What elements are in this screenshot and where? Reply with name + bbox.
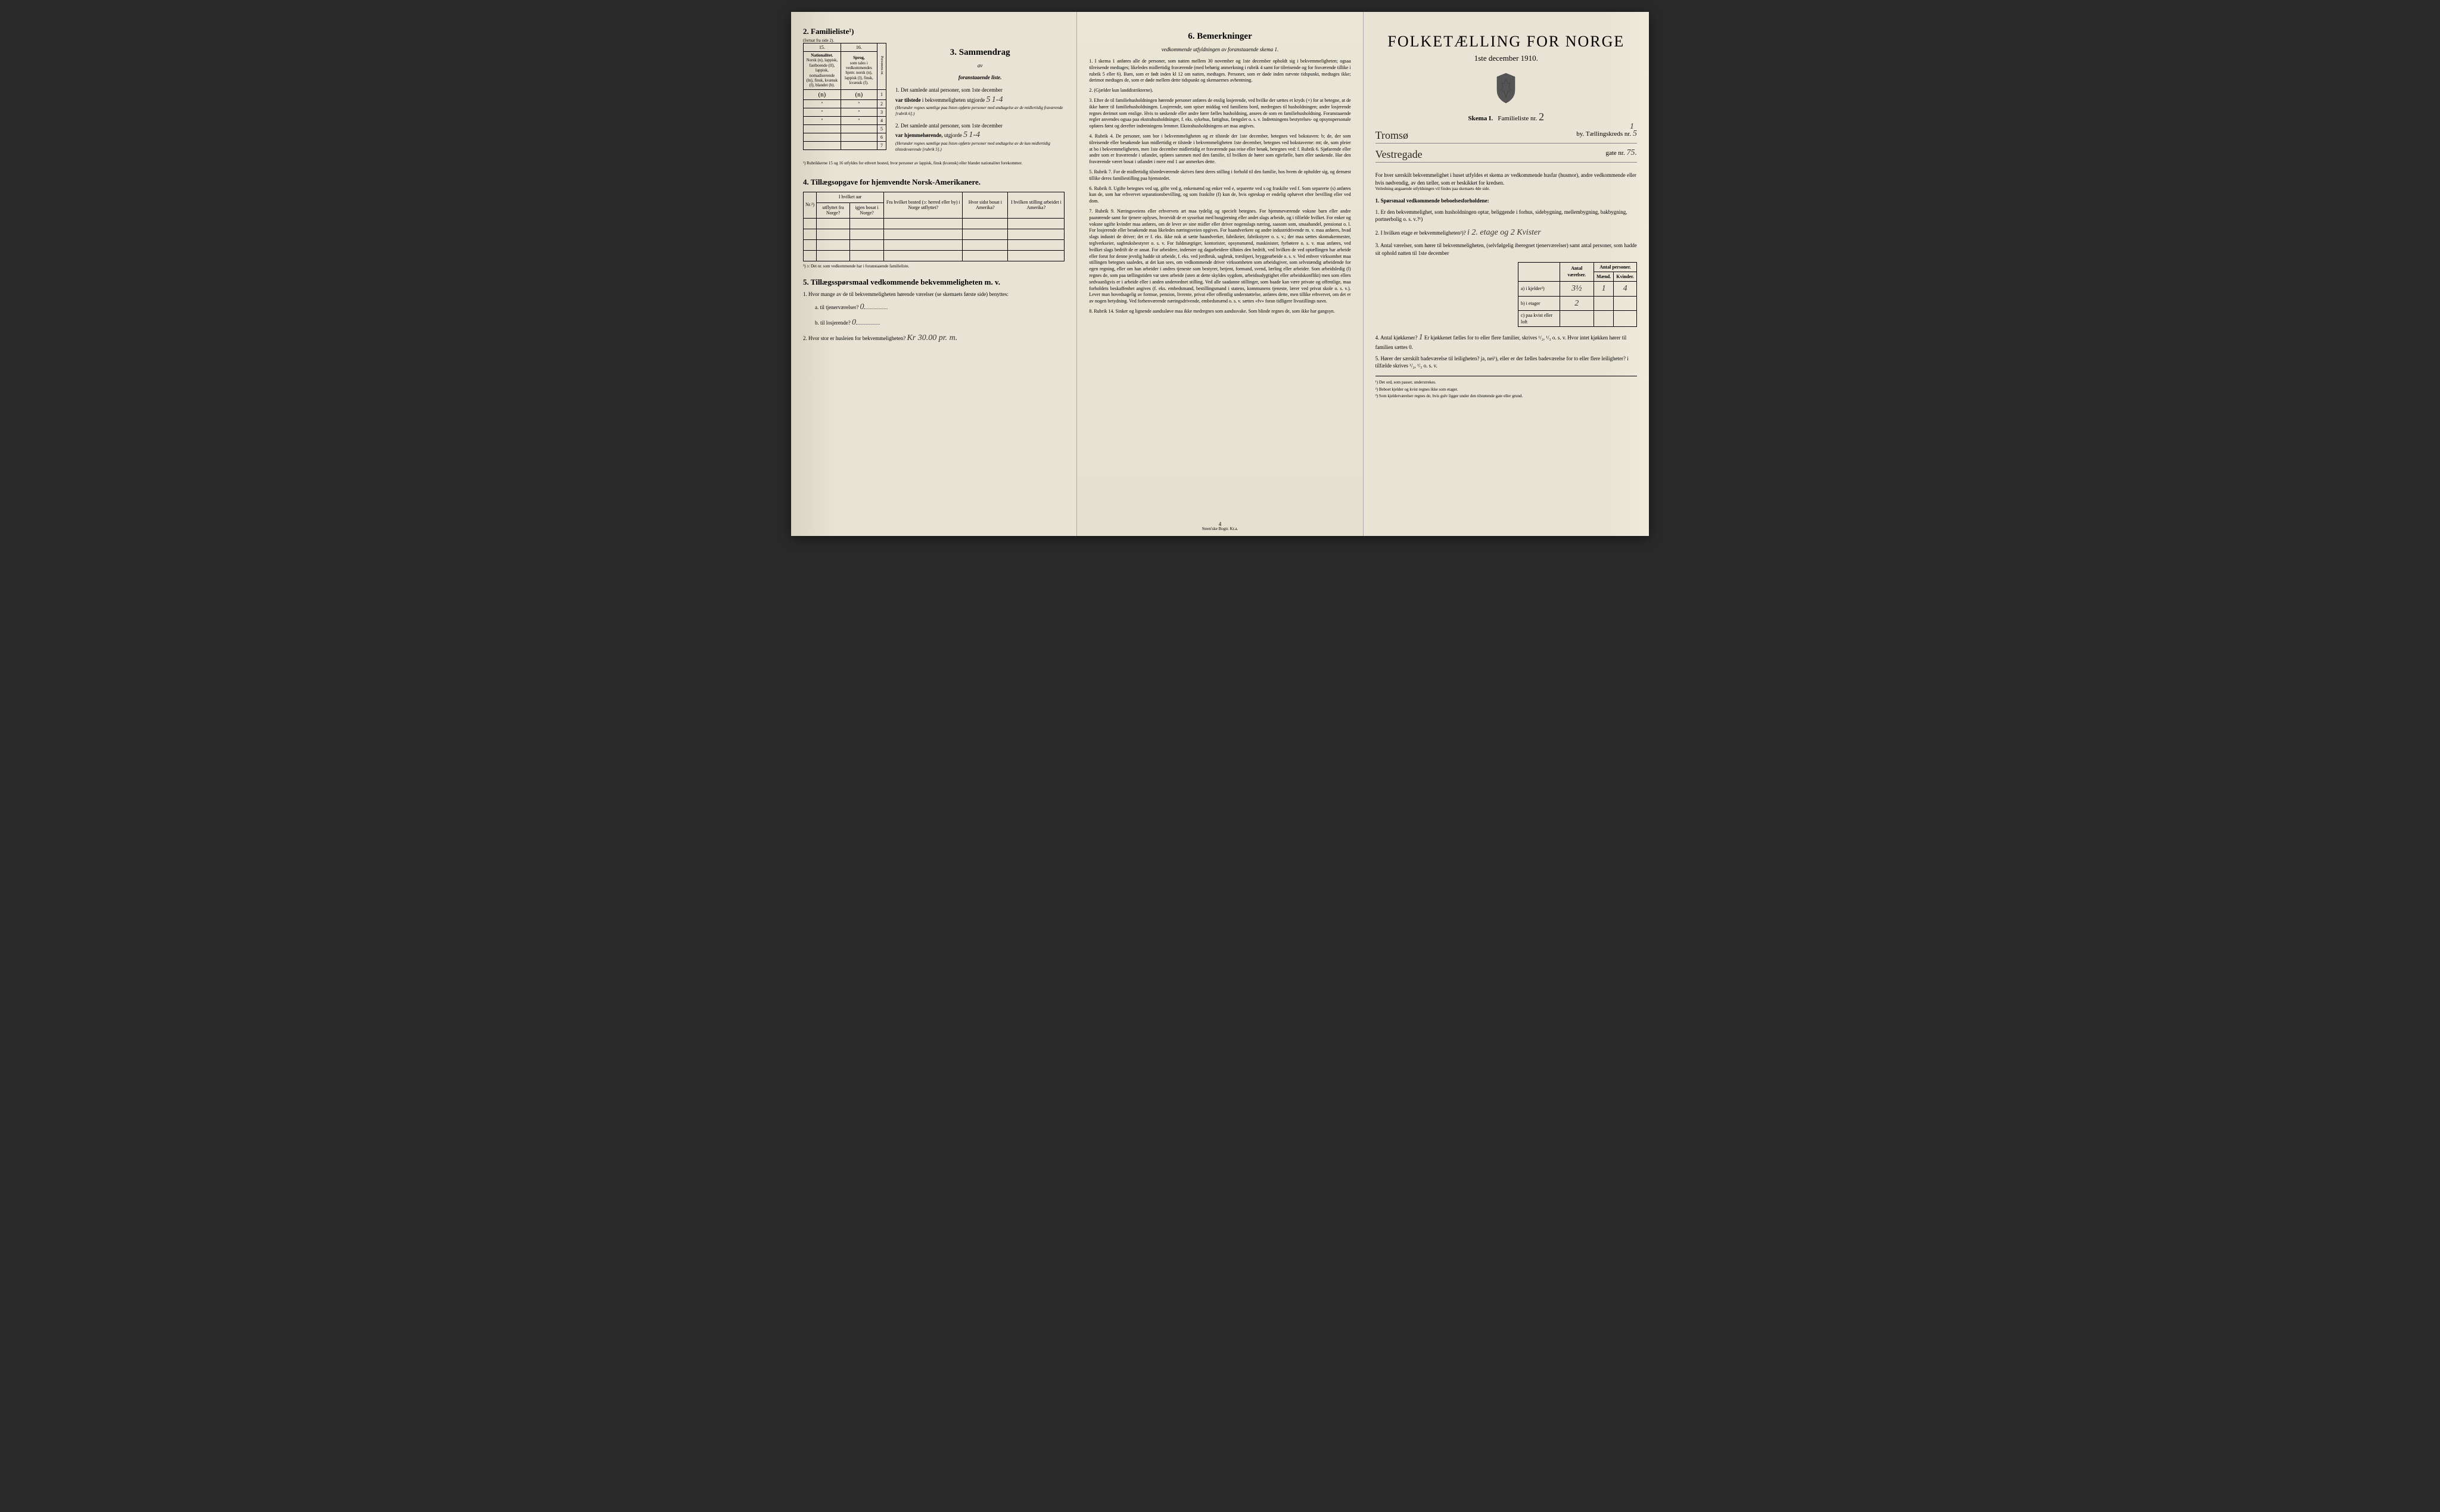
sec2-footnote: ¹) Rubrikkerne 15 og 16 utfyldes for eth… xyxy=(803,161,1065,166)
section-4: 4. Tillægsopgave for hjemvendte Norsk-Am… xyxy=(803,177,1065,269)
sec2-subtitle: (fortsat fra side 2). xyxy=(803,38,1065,43)
sec2-title: 2. Familieliste¹) xyxy=(803,27,1065,36)
intro: For hver særskilt bekvemmelighet i huset… xyxy=(1375,172,1637,186)
by-line: Tromsø by. Tællingskreds nr. 5 xyxy=(1375,129,1637,144)
right-q2: 2. I hvilken etage er bekvemmeligheten²)… xyxy=(1375,227,1637,239)
fn1: ¹) Det ord, som passer, understrekes. xyxy=(1375,380,1637,386)
sec4-footnote: ²) ɔ: Det nr. som vedkommende har i fora… xyxy=(803,264,1065,269)
remark-1: 1. I skema 1 anføres alle de personer, s… xyxy=(1089,58,1350,84)
col16: 16. xyxy=(841,43,877,52)
antall-table: Antal værelser. Antal personer. Mænd. Kv… xyxy=(1518,262,1637,328)
section-3: 3. Sammendrag av foranstaaende liste. 1.… xyxy=(895,43,1065,158)
head15-cell: Nationalitet.Norsk (n), lappisk, fastboe… xyxy=(804,52,841,90)
table-row: b) i etager 2 xyxy=(1518,296,1636,311)
remark-2: 2. (Gjælder kun landdistrikterne). xyxy=(1089,88,1350,94)
main-title: FOLKETÆLLING FOR NORGE xyxy=(1375,33,1637,51)
fn2: ²) Beboet kjelder og kvist regnes ikke s… xyxy=(1375,387,1637,393)
sec6-subtitle: vedkommende utfyldningen av foranstaaend… xyxy=(1089,46,1350,52)
fn3: ³) Som kjelderværelser regnes de, hvis g… xyxy=(1375,394,1637,400)
right-q5: 5. Hører der særskilt badeværelse til le… xyxy=(1375,355,1637,370)
panel-right: FOLKETÆLLING FOR NORGE 1ste december 191… xyxy=(1364,12,1649,536)
table-15-16: 15. 16. Personens nr. Nationalitet.Norsk… xyxy=(803,43,886,150)
section-6-content: 1. I skema 1 anføres alle de personer, s… xyxy=(1089,58,1350,315)
footnotes: ¹) Det ord, som passer, understrekes. ²)… xyxy=(1375,376,1637,400)
panel-middle: 6. Bemerkninger vedkommende utfyldningen… xyxy=(1077,12,1363,536)
printer-mark: Steen'ske Bogtr. Kr.a. xyxy=(1077,526,1362,531)
sec3-sub1: av xyxy=(895,63,1065,68)
census-document: 2. Familieliste¹) (fortsat fra side 2). … xyxy=(791,12,1649,536)
remark-7: 7. Rubrik 9. Næringsveiens eller erhverv… xyxy=(1089,208,1350,305)
sec3-title: 3. Sammendrag xyxy=(895,48,1065,58)
sec5-q1b: b. til losjerende? 0 xyxy=(815,317,1065,329)
col15: 15. xyxy=(804,43,841,52)
table-row: c) paa kvist eller loft xyxy=(1518,311,1636,327)
right-q1: 1. Er den bekvemmelighet, som husholdnin… xyxy=(1375,208,1637,223)
section-2: 2. Familieliste¹) (fortsat fra side 2). … xyxy=(803,27,1065,166)
sec4-title: 4. Tillægsopgave for hjemvendte Norsk-Am… xyxy=(803,177,1065,187)
gate-line: Vestregade gate nr. 75. xyxy=(1375,148,1637,163)
head16-cell: Sprog,som tales i vedkommendes hjem: nor… xyxy=(841,52,877,90)
sec5-q1: 1. Hvor mange av de til bekvemmeligheten… xyxy=(803,291,1065,298)
right-q4: 4. Antal kjøkkener? 1 Er kjøkkenet fælle… xyxy=(1375,332,1637,351)
coat-of-arms-icon xyxy=(1491,72,1521,105)
col-pers: Personens nr. xyxy=(877,43,886,90)
sec3-q2: 2. Det samlede antal personer, som 1ste … xyxy=(895,122,1065,153)
remark-5: 5. Rubrik 7. For de midlertidig tilstede… xyxy=(1089,169,1350,182)
sec3-sub2: foranstaaende liste. xyxy=(895,74,1065,80)
sec5-q1a: a. til tjenerværelser? 0 xyxy=(815,301,1065,313)
sec3-q1: 1. Det samlede antal personer, som 1ste … xyxy=(895,86,1065,117)
panel-left: 2. Familieliste¹) (fortsat fra side 2). … xyxy=(791,12,1077,536)
remark-6: 6. Rubrik 8. Ugifte betegnes ved ug, gif… xyxy=(1089,186,1350,205)
remark-3: 3. Efter de til familiehusholdningen hør… xyxy=(1089,98,1350,130)
remark-8: 8. Rubrik 14. Sinker og lignende aandssl… xyxy=(1089,308,1350,315)
date-line: 1ste december 1910. xyxy=(1375,54,1637,63)
table-4: Nr.²) I hvilket aar Fra hvilket bosted (… xyxy=(803,192,1065,261)
right-body: For hver særskilt bekvemmelighet i huset… xyxy=(1375,172,1637,400)
table-row: a) i kjelder³) 3½ 1 4 xyxy=(1518,281,1636,296)
right-q3: 3. Antal værelser, som hører til bekvemm… xyxy=(1375,242,1637,257)
skema-line: Skema I. Familieliste nr. 2 1 xyxy=(1375,111,1637,123)
sec5-q2: 2. Hvor stor er husleien for bekvemmelig… xyxy=(803,332,1065,344)
sec5-title: 5. Tillægsspørsmaal vedkommende bekvemme… xyxy=(803,278,1065,287)
sec1-title: 1. Spørsmaal vedkommende beboelsesforhol… xyxy=(1375,197,1637,205)
remark-4: 4. Rubrik 4. De personer, som bor i bekv… xyxy=(1089,133,1350,166)
sec6-title: 6. Bemerkninger xyxy=(1089,32,1350,42)
section-5: 5. Tillægsspørsmaal vedkommende bekvemme… xyxy=(803,278,1065,344)
intro2: Veiledning angaaende utfyldningen vil fi… xyxy=(1375,186,1637,192)
